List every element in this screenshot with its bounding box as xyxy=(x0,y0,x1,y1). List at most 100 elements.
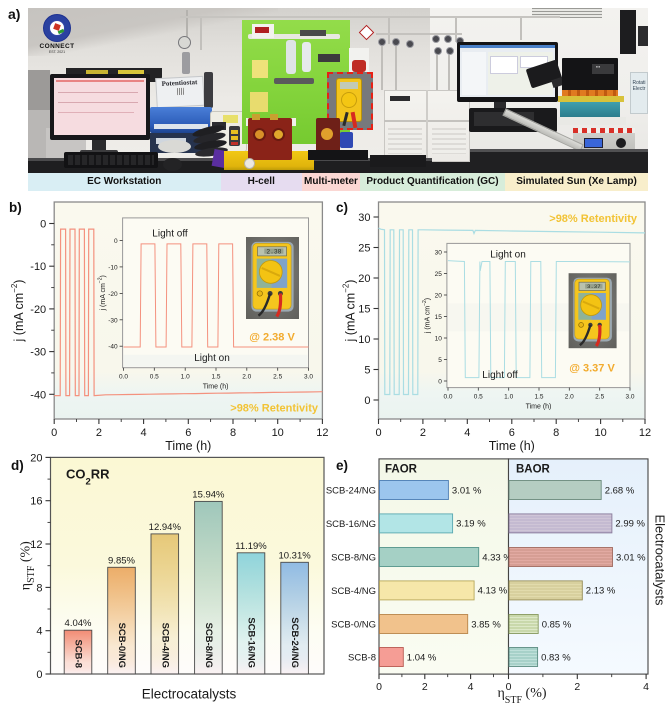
svg-text:1.0: 1.0 xyxy=(504,394,513,401)
svg-text:0.83 %: 0.83 % xyxy=(541,652,571,663)
svg-text:SCB-16/NG: SCB-16/NG xyxy=(326,519,376,530)
svg-text:11.19%: 11.19% xyxy=(235,541,267,552)
svg-text:15: 15 xyxy=(435,314,443,321)
svg-text:12: 12 xyxy=(639,427,651,439)
svg-text:30: 30 xyxy=(435,250,443,257)
svg-text:10.31%: 10.31% xyxy=(278,550,311,561)
svg-text:>98% Retentivity: >98% Retentivity xyxy=(549,213,638,225)
svg-text:10: 10 xyxy=(272,427,284,439)
svg-text:0.5: 0.5 xyxy=(474,394,483,401)
svg-text:Electrocatalysts: Electrocatalysts xyxy=(142,687,237,702)
svg-text:9.85%: 9.85% xyxy=(108,555,135,566)
svg-text:12.94%: 12.94% xyxy=(149,522,182,533)
svg-text:3.01 %: 3.01 % xyxy=(452,485,482,496)
svg-text:j (mA cm−2): j (mA cm−2) xyxy=(10,280,26,343)
svg-text:2: 2 xyxy=(96,427,102,439)
svg-text:0.85 %: 0.85 % xyxy=(542,619,572,630)
svg-text:8: 8 xyxy=(553,427,559,439)
svg-text:SCB-8/NG: SCB-8/NG xyxy=(331,552,376,563)
svg-text:1.5: 1.5 xyxy=(211,374,220,381)
svg-text:@ 3.37 V: @ 3.37 V xyxy=(569,363,615,375)
svg-text:12: 12 xyxy=(316,427,328,439)
svg-text:SCB-8/NG: SCB-8/NG xyxy=(203,623,214,668)
svg-text:FAOR: FAOR xyxy=(385,464,418,476)
svg-text:2.99 %: 2.99 % xyxy=(615,519,645,530)
svg-text:8: 8 xyxy=(36,582,42,594)
svg-text:4.13 %: 4.13 % xyxy=(478,586,508,597)
svg-text:j (mA cm−2): j (mA cm−2) xyxy=(98,275,108,311)
svg-text:30: 30 xyxy=(358,212,370,224)
svg-text:3.01 %: 3.01 % xyxy=(616,552,646,563)
svg-text:0: 0 xyxy=(375,427,381,439)
svg-text:15.94%: 15.94% xyxy=(192,489,225,500)
svg-text:Light on: Light on xyxy=(490,249,526,260)
svg-text:2.0: 2.0 xyxy=(565,394,574,401)
svg-text:4: 4 xyxy=(468,681,474,693)
svg-text:Time (h): Time (h) xyxy=(489,439,535,453)
svg-text:SCB-0/NG: SCB-0/NG xyxy=(116,623,127,668)
svg-text:8: 8 xyxy=(230,427,236,439)
svg-text:1.04 %: 1.04 % xyxy=(407,652,437,663)
svg-text:Light off: Light off xyxy=(152,229,188,240)
svg-text:0: 0 xyxy=(114,238,118,245)
svg-text:j (mA cm−2): j (mA cm−2) xyxy=(342,280,358,343)
svg-text:BAOR: BAOR xyxy=(516,464,551,476)
svg-text:3.0: 3.0 xyxy=(625,394,634,401)
svg-text:-20: -20 xyxy=(108,291,118,298)
svg-text:0: 0 xyxy=(364,395,370,407)
svg-text:5: 5 xyxy=(364,365,370,377)
svg-text:-30: -30 xyxy=(108,317,118,324)
svg-text:2.0: 2.0 xyxy=(242,374,251,381)
svg-text:0.0: 0.0 xyxy=(119,374,128,381)
svg-text:-10: -10 xyxy=(30,261,46,273)
svg-text:4: 4 xyxy=(141,427,147,439)
svg-text:0: 0 xyxy=(51,427,57,439)
svg-text:Time (h): Time (h) xyxy=(165,439,211,453)
svg-text:SCB-4/NG: SCB-4/NG xyxy=(159,623,170,668)
svg-text:20: 20 xyxy=(435,293,443,300)
svg-text:15: 15 xyxy=(358,304,370,316)
svg-text:0: 0 xyxy=(376,681,382,693)
svg-text:6: 6 xyxy=(185,427,191,439)
svg-text:3.37: 3.37 xyxy=(587,283,601,290)
svg-text:3.0: 3.0 xyxy=(304,374,313,381)
svg-text:4: 4 xyxy=(464,427,470,439)
svg-text:2: 2 xyxy=(422,681,428,693)
svg-text:5: 5 xyxy=(438,357,442,364)
svg-text:2: 2 xyxy=(574,681,580,693)
svg-text:20: 20 xyxy=(358,273,370,285)
svg-text:-20: -20 xyxy=(30,304,46,316)
svg-text:SCB-0/NG: SCB-0/NG xyxy=(331,619,376,630)
svg-text:Time (h): Time (h) xyxy=(203,384,229,391)
svg-text:SCB-8: SCB-8 xyxy=(73,639,84,668)
svg-text:1.0: 1.0 xyxy=(181,374,190,381)
svg-text:20: 20 xyxy=(30,452,42,464)
svg-text:4.04%: 4.04% xyxy=(65,618,92,629)
svg-text:Time (h): Time (h) xyxy=(526,404,552,411)
svg-text:-30: -30 xyxy=(30,347,46,359)
svg-text:Light off: Light off xyxy=(482,370,518,381)
svg-text:2.5: 2.5 xyxy=(273,374,282,381)
svg-text:@ 2.38 V: @ 2.38 V xyxy=(249,332,295,344)
svg-text:-40: -40 xyxy=(108,344,118,351)
svg-text:SCB-8: SCB-8 xyxy=(348,652,376,663)
svg-text:10: 10 xyxy=(594,427,606,439)
svg-text:16: 16 xyxy=(30,496,42,508)
svg-text:12: 12 xyxy=(30,539,42,551)
svg-text:4: 4 xyxy=(643,681,649,693)
svg-text:4.33 %: 4.33 % xyxy=(482,552,512,563)
svg-text:10: 10 xyxy=(435,336,443,343)
svg-text:-40: -40 xyxy=(30,389,46,401)
svg-text:3.85 %: 3.85 % xyxy=(471,619,501,630)
svg-text:0.0: 0.0 xyxy=(443,394,452,401)
svg-text:0.5: 0.5 xyxy=(150,374,159,381)
svg-text:2.38: 2.38 xyxy=(266,248,281,255)
svg-text:25: 25 xyxy=(358,243,370,255)
svg-text:SCB-4/NG: SCB-4/NG xyxy=(331,586,376,597)
svg-text:SCB-24/NG: SCB-24/NG xyxy=(289,617,300,668)
svg-text:SCB-24/NG: SCB-24/NG xyxy=(326,485,376,496)
svg-text:j (mA cm−2): j (mA cm−2) xyxy=(422,298,432,334)
svg-text:3.19 %: 3.19 % xyxy=(456,519,486,530)
svg-text:2: 2 xyxy=(420,427,426,439)
svg-text:2.5: 2.5 xyxy=(595,394,604,401)
